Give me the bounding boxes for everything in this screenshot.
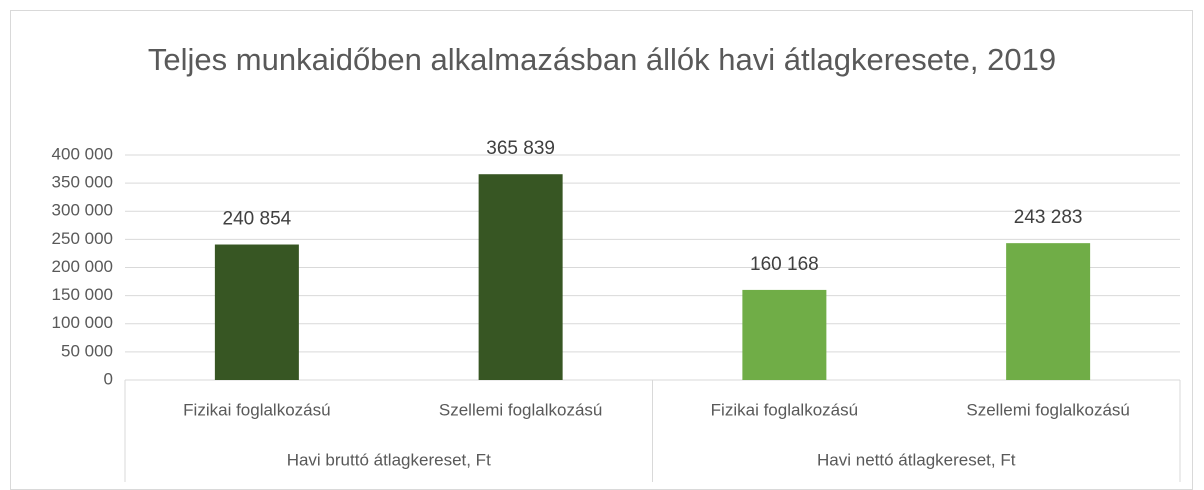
y-tick-label: 350 000 bbox=[52, 173, 113, 192]
y-tick-label: 50 000 bbox=[61, 341, 113, 360]
bar bbox=[742, 289, 827, 380]
y-tick-label: 200 000 bbox=[52, 257, 113, 276]
y-tick-label: 0 bbox=[104, 369, 113, 388]
y-tick-label: 150 000 bbox=[52, 285, 113, 304]
group-label: Havi nettó átlagkereset, Ft bbox=[817, 450, 1016, 469]
y-tick-label: 300 000 bbox=[52, 201, 113, 220]
bar bbox=[1006, 243, 1091, 380]
y-tick-label: 100 000 bbox=[52, 313, 113, 332]
value-label: 240 854 bbox=[223, 209, 292, 230]
x-tick-label: Szellemi foglalkozású bbox=[439, 400, 602, 419]
x-tick-label: Szellemi foglalkozású bbox=[966, 400, 1129, 419]
bar bbox=[214, 244, 299, 380]
bar bbox=[478, 174, 563, 380]
x-tick-label: Fizikai foglalkozású bbox=[711, 400, 858, 419]
group-label: Havi bruttó átlagkereset, Ft bbox=[287, 450, 491, 469]
value-label: 365 839 bbox=[486, 138, 555, 159]
value-label: 160 168 bbox=[750, 254, 819, 275]
value-label: 243 283 bbox=[1014, 207, 1083, 228]
x-tick-label: Fizikai foglalkozású bbox=[183, 400, 330, 419]
y-tick-label: 400 000 bbox=[52, 144, 113, 163]
chart-title: Teljes munkaidőben alkalmazásban állók h… bbox=[147, 42, 1057, 77]
y-tick-label: 250 000 bbox=[52, 229, 113, 248]
